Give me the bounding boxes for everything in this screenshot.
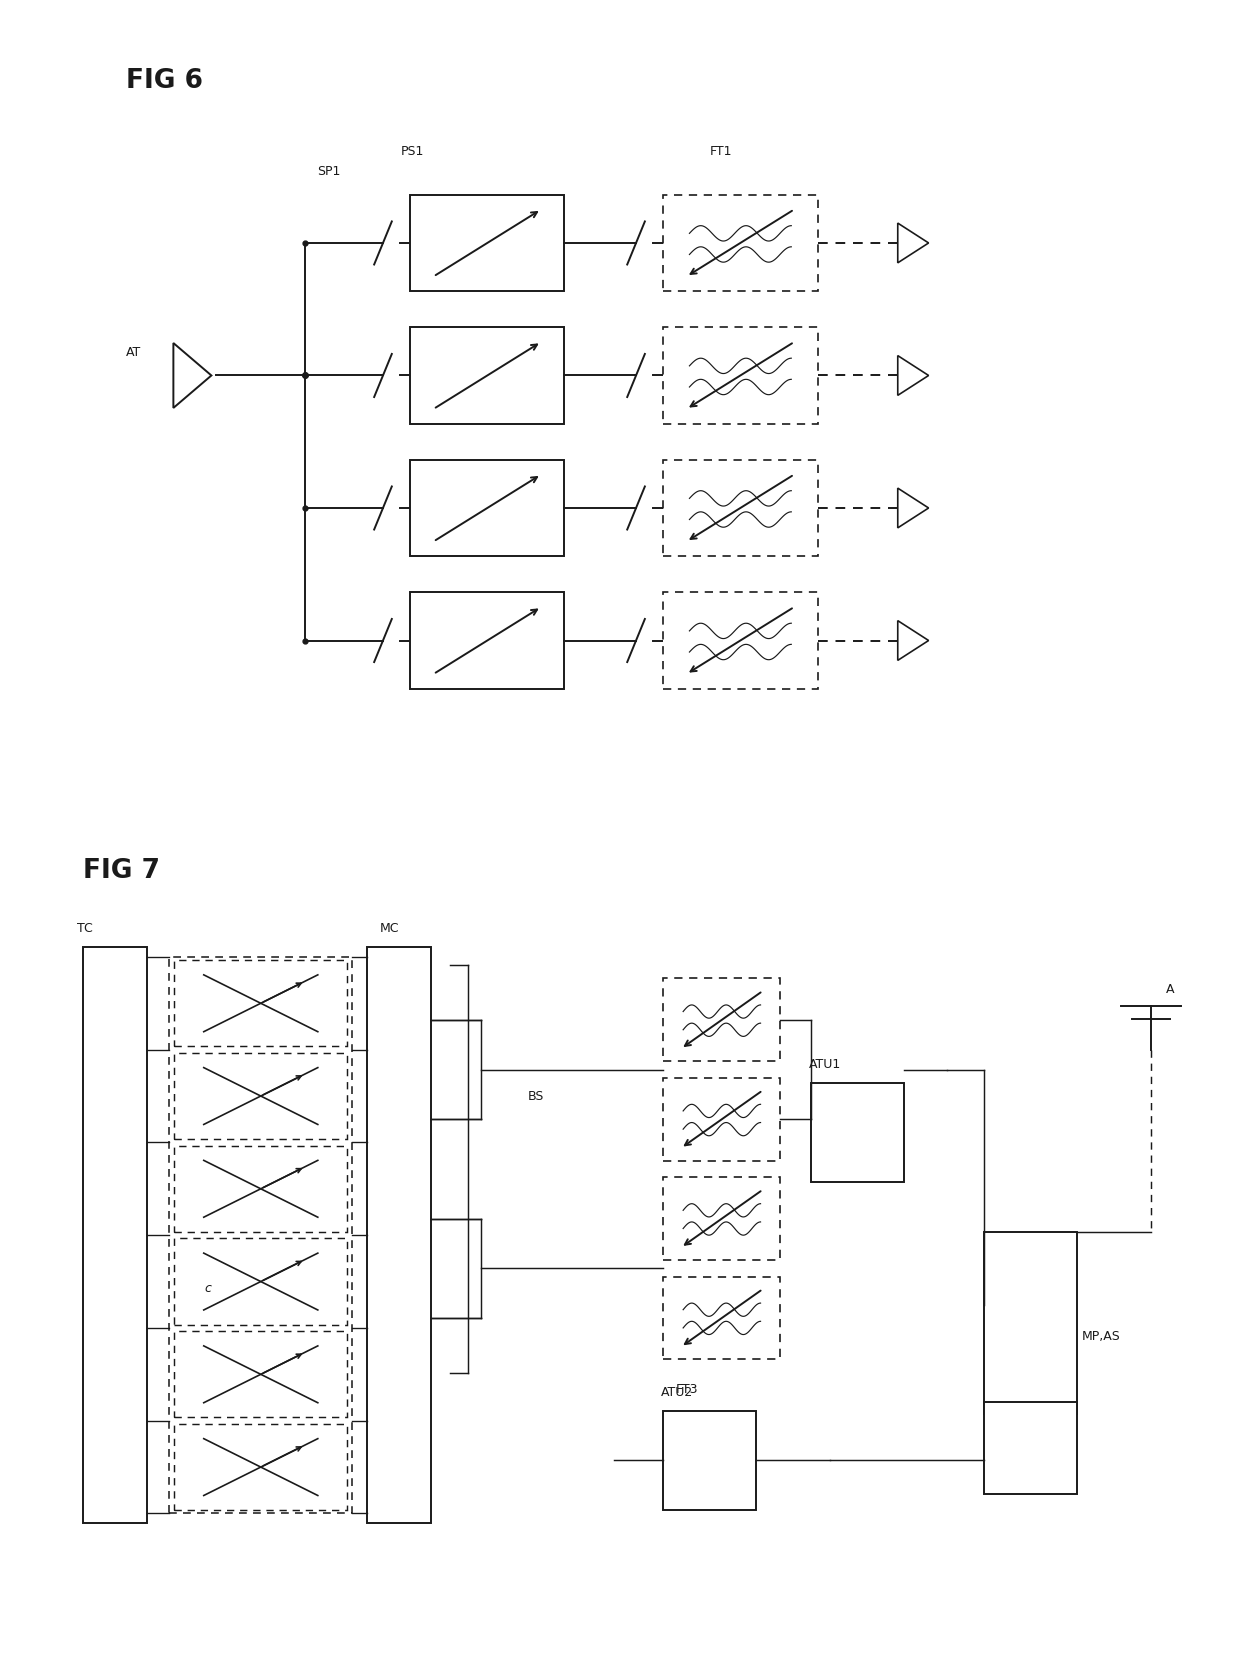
Bar	[410, 194, 564, 291]
Bar	[83, 947, 148, 1524]
Text: TC: TC	[77, 922, 93, 936]
Bar	[410, 460, 564, 557]
Bar	[985, 1232, 1076, 1414]
Bar	[663, 979, 780, 1062]
Bar	[985, 1403, 1076, 1494]
Bar	[663, 327, 817, 424]
Bar	[811, 1082, 904, 1182]
Bar	[367, 947, 432, 1524]
Text: SP1: SP1	[317, 165, 341, 178]
Bar	[663, 1079, 780, 1160]
Bar	[170, 957, 352, 1514]
Text: A: A	[1166, 982, 1174, 996]
Bar	[663, 460, 817, 557]
Text: MC: MC	[379, 922, 399, 936]
Text: MP,AS: MP,AS	[1081, 1330, 1121, 1343]
Polygon shape	[898, 356, 929, 396]
Bar	[175, 1331, 347, 1418]
Bar	[175, 1238, 347, 1325]
Text: ATU2: ATU2	[661, 1386, 693, 1399]
Bar	[663, 1177, 780, 1260]
Bar	[663, 194, 817, 291]
Bar	[410, 592, 564, 688]
Polygon shape	[898, 489, 929, 529]
Bar	[410, 327, 564, 424]
Bar	[663, 592, 817, 688]
Bar	[175, 961, 347, 1047]
Text: ATU1: ATU1	[808, 1059, 841, 1072]
Text: c: c	[205, 1281, 211, 1295]
Text: AT: AT	[126, 346, 141, 359]
Bar	[663, 1411, 756, 1511]
Text: BS: BS	[527, 1090, 544, 1102]
Text: PS1: PS1	[401, 146, 424, 158]
Bar	[175, 1145, 347, 1232]
Bar	[663, 1276, 780, 1360]
Text: FT3: FT3	[676, 1383, 698, 1396]
Text: FIG 6: FIG 6	[126, 68, 203, 93]
Text: FT1: FT1	[711, 146, 733, 158]
Text: FIG 7: FIG 7	[83, 858, 160, 884]
Bar	[175, 1424, 347, 1511]
Polygon shape	[898, 620, 929, 660]
Bar	[175, 1054, 347, 1138]
Polygon shape	[174, 342, 211, 407]
Polygon shape	[898, 223, 929, 263]
